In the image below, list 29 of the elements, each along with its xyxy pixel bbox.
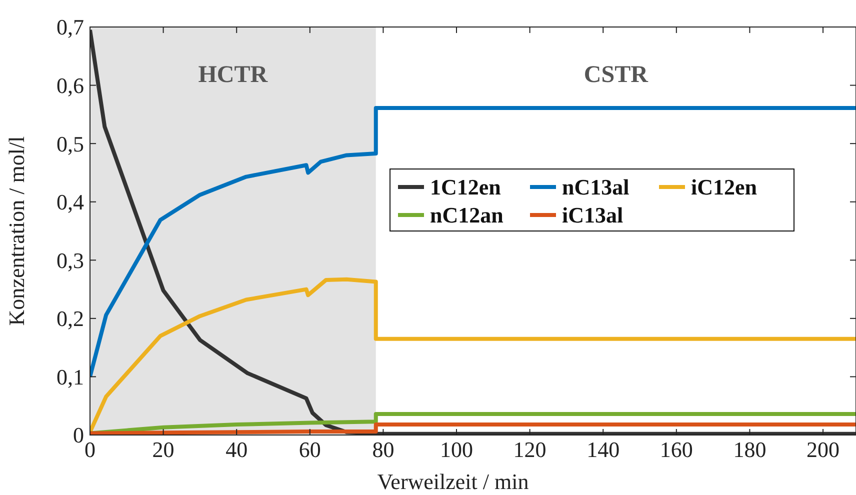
y-tick-label: 0,6: [56, 72, 84, 98]
y-tick-label: 0,1: [56, 364, 84, 390]
y-tick-label: 0,4: [56, 190, 84, 215]
band-label: HCTR: [198, 62, 268, 88]
x-tick-label: 60: [298, 437, 321, 462]
x-tick-label: 140: [586, 437, 620, 462]
x-tick-label: 80: [372, 437, 394, 462]
annotation: CSTR: [584, 62, 649, 88]
legend-label: nC13al: [562, 174, 630, 200]
line-series: [90, 106, 856, 379]
y-tick-label: 0,5: [56, 131, 84, 156]
legend-label: 1C12en: [430, 174, 501, 200]
x-tick-label: 180: [733, 437, 766, 462]
x-tick-label: 100: [440, 437, 474, 462]
x-tick-label: 40: [226, 437, 248, 462]
x-tick-label: 20: [152, 437, 174, 462]
x-tick-label: 120: [513, 437, 546, 462]
y-tick-label: 0,2: [56, 306, 84, 332]
legend-label: iC13al: [562, 202, 624, 228]
legend-label: iC12en: [691, 174, 757, 200]
legend-label: nC12an: [430, 202, 504, 228]
x-tick-label: 200: [806, 437, 840, 462]
x-axis-title: Verweilzeit / min: [377, 469, 529, 494]
x-tick-label: 160: [660, 437, 693, 462]
line-series: [90, 28, 856, 435]
line-series: [90, 422, 856, 435]
y-tick-label: 0,7: [56, 14, 84, 40]
y-tick-label: 0,3: [56, 248, 84, 273]
y-axis-title: Konzentration / mol/l: [4, 136, 29, 326]
